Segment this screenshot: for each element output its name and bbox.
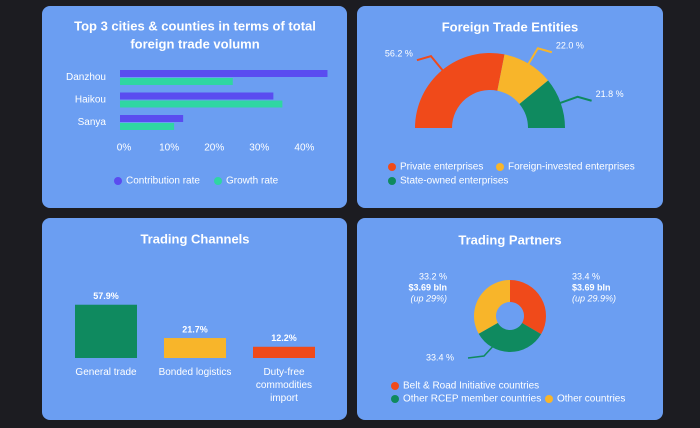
bar — [120, 92, 274, 100]
bar — [120, 115, 184, 122]
data-label: 21.7% — [182, 324, 208, 334]
data-label: 33.4 % — [426, 352, 454, 362]
legend-label: Foreign-invested enterprises — [508, 162, 635, 173]
bar — [253, 346, 315, 358]
bar — [120, 70, 328, 77]
data-detail: $3.69 bln — [572, 282, 611, 292]
leader-line — [467, 342, 497, 359]
legend-label: Contribution rate — [126, 176, 200, 187]
data-label: 57.9% — [93, 291, 119, 301]
legend-swatch — [545, 395, 553, 403]
leader-line — [557, 95, 592, 105]
bar — [75, 304, 137, 358]
slice — [510, 280, 547, 335]
bar — [120, 78, 233, 85]
chart-title: Foreign Trade Entities — [442, 19, 579, 34]
data-label: 21.8 % — [596, 89, 624, 99]
legend-label: Other countries — [557, 394, 625, 405]
chart-title: Trading Partners — [458, 232, 561, 247]
x-tick-label: 40% — [294, 143, 314, 154]
slice — [497, 54, 549, 104]
legend-swatch — [391, 395, 399, 403]
y-tick-label: Haikou — [75, 95, 106, 106]
bar — [120, 123, 175, 130]
label-box: Bonded logistics — [158, 367, 232, 378]
label-box: Duty-free commodities import — [255, 367, 313, 404]
legend-swatch — [114, 177, 122, 185]
x-tick-label: General trade — [75, 367, 137, 378]
data-label: 33.2 % — [419, 271, 447, 281]
leader-line — [526, 47, 553, 67]
data-detail: (up 29.9%) — [572, 293, 616, 303]
data-detail: $3.69 bln — [408, 282, 447, 292]
legend-label: Belt & Road Initiative countries — [403, 381, 539, 392]
slice — [473, 280, 510, 334]
panel — [42, 218, 347, 420]
bar — [120, 100, 283, 108]
data-label: 22.0 % — [556, 41, 584, 51]
legend-swatch — [388, 177, 396, 185]
data-label: 56.2 % — [385, 49, 413, 59]
chart-title: Top 3 cities & counties in terms of tota… — [74, 18, 316, 33]
data-label: 12.2% — [271, 333, 297, 343]
x-tick-label: 10% — [159, 143, 179, 154]
y-tick-label: Sanya — [78, 117, 107, 128]
legend-swatch — [391, 382, 399, 390]
x-tick-label: 0% — [117, 143, 132, 154]
legend-label: State-owned enterprises — [400, 176, 508, 187]
slice — [415, 52, 505, 129]
legend-swatch — [496, 163, 504, 171]
legend-label: Private enterprises — [400, 162, 483, 173]
label-box: General trade — [75, 367, 137, 378]
panel — [357, 218, 663, 420]
x-tick-label: Bonded logistics — [158, 367, 232, 378]
bar — [164, 338, 226, 358]
x-tick-label: 30% — [249, 143, 269, 154]
leader-line — [416, 55, 446, 74]
y-tick-label: Danzhou — [66, 72, 106, 83]
data-label: 33.4 % — [572, 271, 600, 281]
x-tick-label: 20% — [204, 143, 224, 154]
legend-label: Other RCEP member countries — [403, 394, 541, 405]
chart-title: foreign trade volumn — [130, 36, 259, 51]
legend-swatch — [214, 177, 222, 185]
chart-title: Trading Channels — [140, 231, 249, 246]
legend-swatch — [388, 163, 396, 171]
legend-label: Growth rate — [226, 176, 279, 187]
data-detail: (up 29%) — [410, 293, 447, 303]
slice — [519, 80, 565, 128]
x-tick-label: Duty-free commodities import — [255, 367, 313, 404]
panel — [357, 6, 663, 208]
